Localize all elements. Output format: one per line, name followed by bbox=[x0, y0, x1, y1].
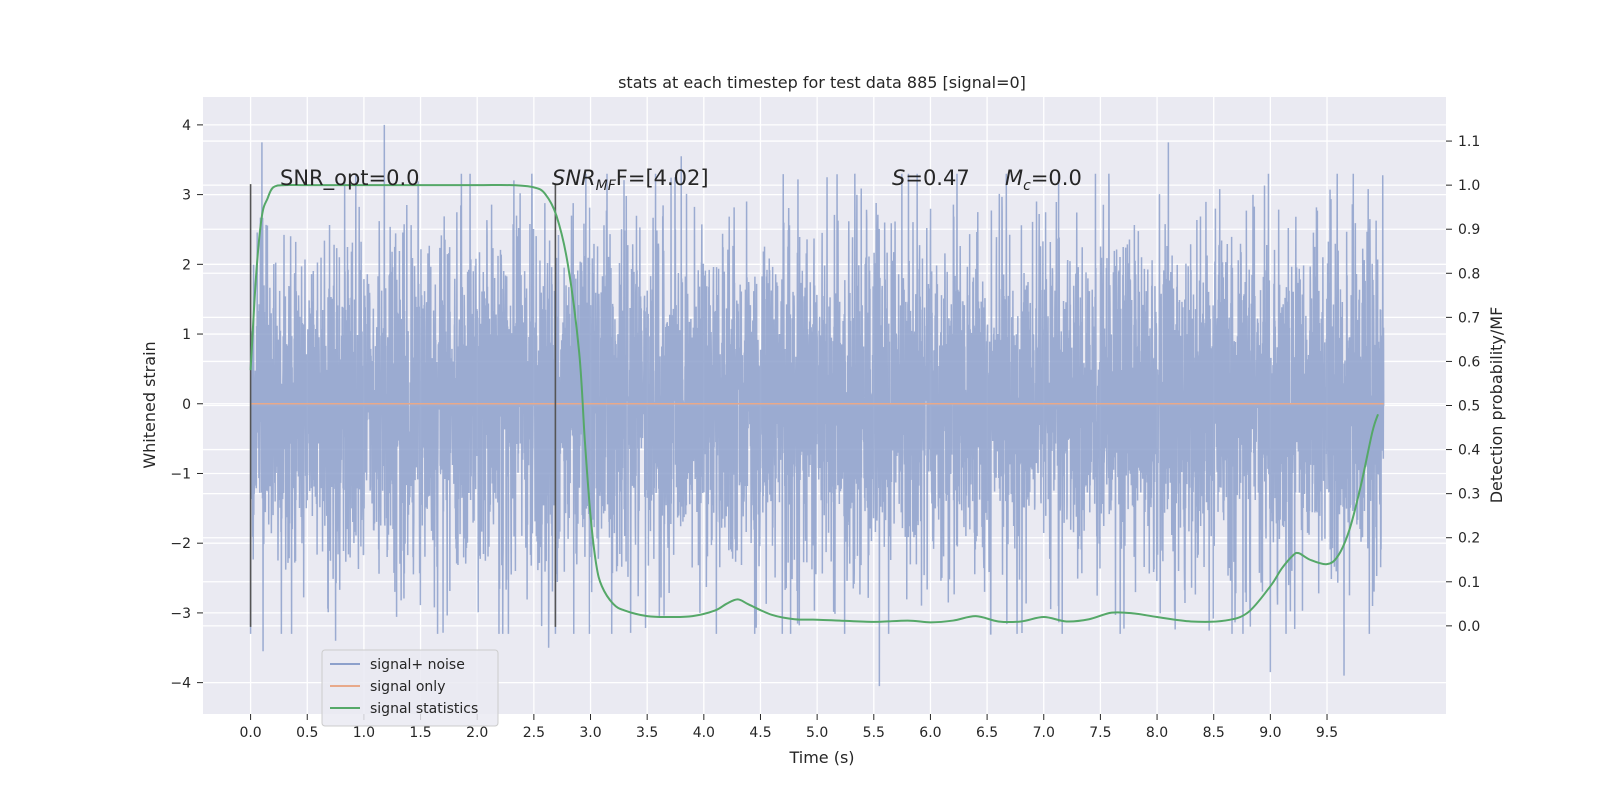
vertical-markers bbox=[249, 184, 557, 627]
y-left-tick-label: −2 bbox=[170, 536, 191, 552]
y-axis-right: 1.1 1.0 0.9 0.8 0.7 0.6 0.5 0.4 0.3 0.2 0.1 0.0 bbox=[1446, 134, 1480, 635]
x-tick-label: 7.5 bbox=[1089, 725, 1111, 741]
y-right-tick-label: 1.1 bbox=[1458, 134, 1480, 150]
y-right-tick-label: 0.6 bbox=[1458, 354, 1480, 370]
x-tick-label: 6.5 bbox=[976, 725, 998, 741]
legend-label-signal-statistics: signal statistics bbox=[370, 701, 478, 717]
y-left-tick-label: 2 bbox=[182, 257, 191, 273]
annotation-snr-mf-main: SNR bbox=[552, 166, 596, 190]
y-right-tick-label: 0.9 bbox=[1458, 222, 1480, 238]
x-tick-label: 1.5 bbox=[409, 725, 431, 741]
annotation-s-value: =0.47 bbox=[905, 166, 969, 190]
series-signal-statistics bbox=[249, 183, 1379, 624]
y-right-tick-label: 0.2 bbox=[1458, 531, 1480, 547]
x-tick-label: 6.0 bbox=[919, 725, 941, 741]
x-tick-label: 5.5 bbox=[863, 725, 885, 741]
annotation-snr-mf: SNRMFF=[4.02] bbox=[552, 166, 709, 194]
legend-label-signal-noise: signal+ noise bbox=[370, 657, 465, 673]
x-tick-label: 3.5 bbox=[636, 725, 658, 741]
y-right-tick-label: 0.0 bbox=[1458, 619, 1480, 635]
x-tick-label: 2.0 bbox=[466, 725, 488, 741]
annotation-mc-sub: c bbox=[1023, 178, 1031, 194]
series-signal-noise bbox=[249, 124, 1385, 687]
y-left-tick-label: 3 bbox=[182, 188, 191, 204]
y-left-tick-label: −3 bbox=[170, 606, 191, 622]
legend-label-signal-only: signal only bbox=[370, 679, 445, 695]
x-tick-label: 9.5 bbox=[1316, 725, 1338, 741]
x-tick-label: 9.0 bbox=[1259, 725, 1281, 741]
x-axis: 0.0 0.5 1.0 1.5 2.0 2.5 3.0 3.5 4.0 4.5 5.0 5.5 6.0 6… bbox=[239, 714, 1338, 741]
x-axis-title: Time (s) bbox=[788, 748, 854, 767]
x-tick-label: 7.0 bbox=[1033, 725, 1055, 741]
annotation-mc-value: =0.0 bbox=[1031, 166, 1082, 190]
annotation-mc: Mc=0.0 bbox=[1005, 166, 1082, 194]
x-tick-label: 4.5 bbox=[749, 725, 771, 741]
y-left-tick-label: −1 bbox=[170, 466, 191, 482]
x-tick-label: 2.5 bbox=[523, 725, 545, 741]
y-right-tick-label: 1.0 bbox=[1458, 178, 1480, 194]
y-axis-right-title: Detection probability/MF bbox=[1487, 307, 1506, 504]
x-tick-label: 5.0 bbox=[806, 725, 828, 741]
y-right-tick-label: 0.7 bbox=[1458, 310, 1480, 326]
signal-noise-trace bbox=[249, 124, 1385, 687]
x-tick-label: 3.0 bbox=[579, 725, 601, 741]
y-right-tick-label: 0.1 bbox=[1458, 575, 1480, 591]
annotation-snr-mf-value: F=[4.02] bbox=[616, 166, 709, 190]
x-tick-label: 0.5 bbox=[296, 725, 318, 741]
annotation-mc-main: M bbox=[1005, 166, 1023, 190]
annotation-s-main: S bbox=[892, 166, 905, 190]
y-left-tick-label: 4 bbox=[182, 118, 191, 134]
y-axis-left-title: Whitened strain bbox=[140, 341, 159, 468]
x-tick-label: 0.0 bbox=[239, 725, 261, 741]
annotation-s: S=0.47 bbox=[892, 166, 970, 190]
x-tick-label: 8.5 bbox=[1203, 725, 1225, 741]
annotation-snr-mf-sub: MF bbox=[596, 178, 617, 194]
y-left-tick-label: −4 bbox=[170, 676, 191, 692]
y-axis-left: 4 3 2 1 0 −1 −2 −3 −4 bbox=[170, 118, 203, 692]
y-right-tick-label: 0.5 bbox=[1458, 399, 1480, 415]
y-left-tick-label: 0 bbox=[182, 397, 191, 413]
legend: signal+ noise signal only signal statist… bbox=[321, 649, 499, 727]
y-right-tick-label: 0.3 bbox=[1458, 487, 1480, 503]
x-tick-label: 8.0 bbox=[1146, 725, 1168, 741]
x-tick-label: 4.0 bbox=[693, 725, 715, 741]
y-right-tick-label: 0.8 bbox=[1458, 266, 1480, 282]
legend-box bbox=[321, 649, 499, 727]
annotation-snr-opt: SNR_opt=0.0 bbox=[280, 166, 420, 191]
x-tick-label: 1.0 bbox=[353, 725, 375, 741]
annotations: SNR_opt=0.0 SNRMFF=[4.02] S=0.47 Mc=0.0 bbox=[280, 166, 1082, 194]
y-right-tick-label: 0.4 bbox=[1458, 443, 1480, 459]
chart-title: stats at each timestep for test data 885… bbox=[618, 73, 1026, 92]
y-left-tick-label: 1 bbox=[182, 327, 191, 343]
